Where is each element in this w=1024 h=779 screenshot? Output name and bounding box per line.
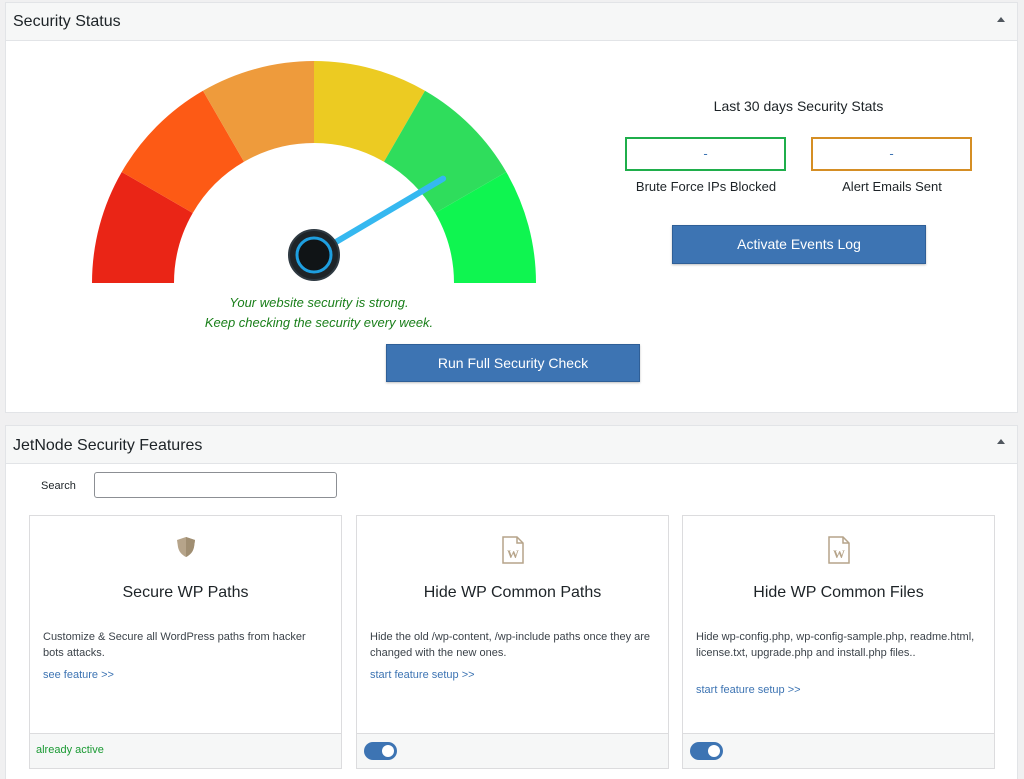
search-label: Search xyxy=(41,480,76,492)
feature-card-title: Secure WP Paths xyxy=(122,584,249,601)
toggle-knob xyxy=(708,745,720,757)
security-gauge xyxy=(92,61,536,283)
brute-force-count: - xyxy=(625,137,786,171)
feature-card-footer xyxy=(357,733,668,768)
gauge-segment xyxy=(384,90,507,213)
shield-icon xyxy=(176,536,196,563)
features-title: JetNode Security Features xyxy=(13,437,203,454)
feature-card-description: Hide the old /wp-content, /wp-include pa… xyxy=(370,631,651,659)
brute-force-label: Brute Force IPs Blocked xyxy=(635,179,777,194)
feature-card-description: Customize & Secure all WordPress paths f… xyxy=(43,631,306,659)
features-header: JetNode Security Features xyxy=(6,426,1017,464)
alert-emails-count: - xyxy=(811,137,972,171)
security-status-header: Security Status xyxy=(6,3,1017,41)
gauge-hub-ring xyxy=(295,236,333,274)
wordpress-file-icon: W xyxy=(827,536,851,569)
feature-toggle[interactable] xyxy=(690,742,723,760)
feature-card-hide-files: W Hide WP Common Files Hide wp-config.ph… xyxy=(682,515,995,769)
gauge-segment xyxy=(314,61,425,162)
security-message-line2: Keep checking the security every week. xyxy=(204,315,434,330)
feature-toggle[interactable] xyxy=(364,742,397,760)
wordpress-file-icon: W xyxy=(501,536,525,569)
run-security-check-button[interactable]: Run Full Security Check xyxy=(386,344,640,382)
collapse-arrow-icon[interactable] xyxy=(997,439,1005,444)
feature-card-secure-paths: Secure WP Paths Customize & Secure all W… xyxy=(29,515,342,769)
feature-card-hide-paths: W Hide WP Common Paths Hide the old /wp-… xyxy=(356,515,669,769)
status-badge: already active xyxy=(36,744,104,756)
security-status-title: Security Status xyxy=(13,13,121,30)
search-input[interactable] xyxy=(94,472,337,498)
activate-events-log-button[interactable]: Activate Events Log xyxy=(672,225,926,264)
alert-emails-label: Alert Emails Sent xyxy=(842,179,942,194)
feature-card-footer xyxy=(683,733,994,768)
feature-card-title: Hide WP Common Files xyxy=(753,584,924,601)
gauge-segment xyxy=(92,172,193,283)
svg-text:W: W xyxy=(833,547,845,561)
toggle-knob xyxy=(382,745,394,757)
start-feature-setup-link[interactable]: start feature setup >> xyxy=(696,684,801,696)
gauge-segment xyxy=(203,61,314,162)
gauge-segment xyxy=(435,172,536,283)
start-feature-setup-link[interactable]: start feature setup >> xyxy=(370,669,475,681)
see-feature-link[interactable]: see feature >> xyxy=(43,669,114,681)
svg-text:W: W xyxy=(507,547,519,561)
security-status-panel: Security Status Your website security is… xyxy=(5,2,1018,413)
collapse-arrow-icon[interactable] xyxy=(997,17,1005,22)
feature-card-description: Hide wp-config.php, wp-config-sample.php… xyxy=(696,631,975,659)
stats-heading: Last 30 days Security Stats xyxy=(713,98,884,114)
gauge-segment xyxy=(121,90,244,213)
feature-card-title: Hide WP Common Paths xyxy=(423,584,602,601)
security-message-line1: Your website security is strong. xyxy=(229,295,409,310)
security-features-panel: JetNode Security Features Search Secure … xyxy=(5,425,1018,779)
security-message: Your website security is strong. Keep ch… xyxy=(156,293,482,333)
feature-card-footer: already active xyxy=(30,733,341,768)
